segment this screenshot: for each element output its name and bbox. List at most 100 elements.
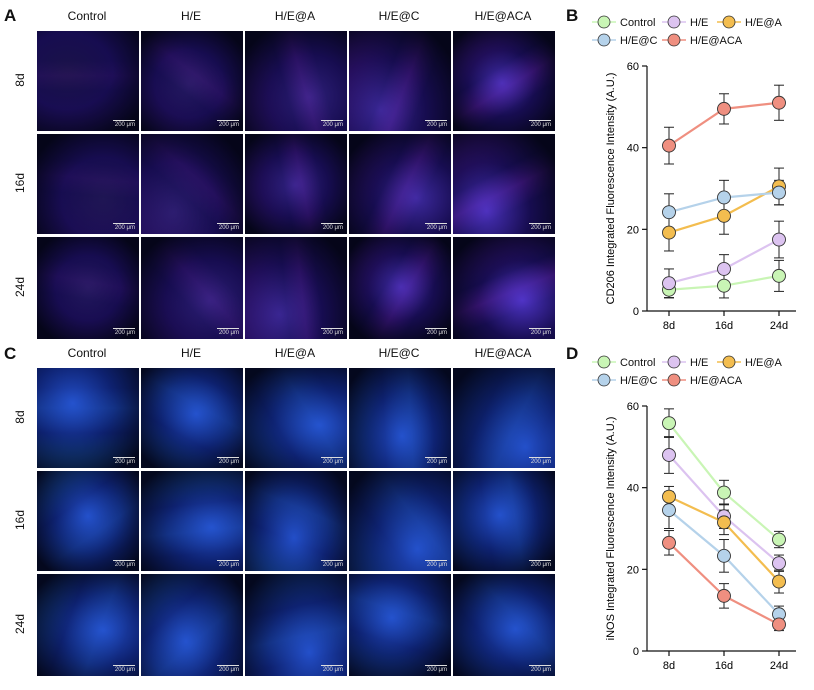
data-point [662,205,676,220]
micrograph-16d-4: 200 μm [453,134,555,234]
scale-bar-label: 200 μm [530,459,551,465]
chart-cd206: Control H/E H/E@A H/E@C H/E@ACA 0 20 40 60 8d 16d 2… [592,15,796,332]
legend-label: Control [620,17,655,29]
scale-bar-label: 200 μm [322,330,343,336]
scale-bar-line [529,223,551,224]
data-point [662,535,676,550]
micrograph-8d-2: 200 μm [245,31,347,131]
panel-letter-b: B [566,6,579,25]
y-tick-label: 60 [627,401,639,413]
scale-bar-label: 200 μm [114,122,135,128]
data-point [772,617,786,632]
micrograph-8d-4: 200 μm [453,368,555,468]
scale-bar-label: 200 μm [114,225,135,231]
data-point [717,101,731,116]
legend-label: Control [620,357,655,369]
micrograph-8d-1: 200 μm [141,31,243,131]
scale-bar-label: 200 μm [530,330,551,336]
scale-bar-label: 200 μm [322,459,343,465]
micrograph-16d-1: 200 μm [141,471,243,571]
data-point [717,548,731,563]
y-tick-label: 0 [633,646,639,658]
data-point [772,574,786,589]
scale-bar-line [113,560,135,561]
column-label-4: H/E@ACA [474,9,532,23]
data-point [662,416,676,431]
data-point [662,489,676,504]
scale-bar-label: 200 μm [426,122,447,128]
legend-label: H/E [690,17,708,29]
micrograph-8d-0: 200 μm [37,368,139,468]
data-point [662,138,676,153]
scale-bar-label: 200 μm [218,122,239,128]
scale-bar-label: 200 μm [114,330,135,336]
scale-bar-label: 200 μm [218,667,239,673]
data-point [772,268,786,283]
row-label-24d: 24d [13,276,27,298]
scale-bar-line [321,560,343,561]
data-point [717,208,731,223]
scale-bar-line [217,457,239,458]
y-tick-label: 40 [627,483,639,495]
scale-bar-line [113,223,135,224]
column-label-0: Control [67,9,107,23]
column-label-2: H/E@A [274,346,316,360]
micrograph-24d-2: 200 μm [245,574,347,676]
scale-bar-label: 200 μm [530,562,551,568]
y-tick-label: 20 [627,564,639,576]
legend-label: H/E@ACA [690,35,743,47]
scale-bar-label: 200 μm [426,667,447,673]
y-tick-label: 40 [627,143,639,155]
x-tick-label: 24d [770,660,788,672]
scale-bar-line [217,223,239,224]
scale-bar-label: 200 μm [426,562,447,568]
y-tick-label: 0 [633,306,639,318]
data-point [772,232,786,247]
scale-bar-label: 200 μm [530,122,551,128]
scale-bar-line [529,328,551,329]
micrograph-16d-0: 200 μm [37,471,139,571]
scale-bar-label: 200 μm [114,667,135,673]
micrograph-24d-1: 200 μm [141,237,243,339]
scale-bar-line [425,457,447,458]
scale-bar-line [321,120,343,121]
legend-marker [722,355,736,369]
micrograph-16d-3: 200 μm [349,471,451,571]
scale-bar-label: 200 μm [322,122,343,128]
scale-bar-line [425,560,447,561]
legend-marker [667,15,681,29]
x-tick-label: 16d [715,660,733,672]
micrograph-24d-3: 200 μm [349,237,451,339]
data-point [662,276,676,291]
micrograph-8d-0: 200 μm [37,31,139,131]
legend-label: H/E@A [745,17,783,29]
row-label-8d: 8d [13,410,27,424]
data-point [772,185,786,200]
row-label-24d: 24d [13,613,27,635]
legend-label: H/E@C [620,35,658,47]
data-point [772,95,786,110]
scale-bar-label: 200 μm [218,562,239,568]
data-point [717,485,731,500]
scale-bar-line [529,665,551,666]
scale-bar-line [217,120,239,121]
micrograph-24d-4: 200 μm [453,237,555,339]
scale-bar-label: 200 μm [322,667,343,673]
chart-inos: Control H/E H/E@A H/E@C H/E@ACA 0 20 40 60 8d 16d 2… [592,355,796,672]
scale-bar-label: 200 μm [426,330,447,336]
scale-bar-line [321,665,343,666]
column-label-1: H/E [180,9,201,23]
scale-bar-label: 200 μm [530,667,551,673]
legend-marker [667,373,681,387]
scale-bar-line [529,560,551,561]
legend-label: H/E@C [620,375,658,387]
legend-marker [667,355,681,369]
legend-label: H/E [690,357,708,369]
scale-bar-label: 200 μm [426,225,447,231]
data-point [717,190,731,205]
scale-bar-line [217,665,239,666]
data-point [772,556,786,571]
scale-bar-label: 200 μm [114,459,135,465]
scale-bar-label: 200 μm [322,562,343,568]
x-tick-label: 8d [663,660,675,672]
